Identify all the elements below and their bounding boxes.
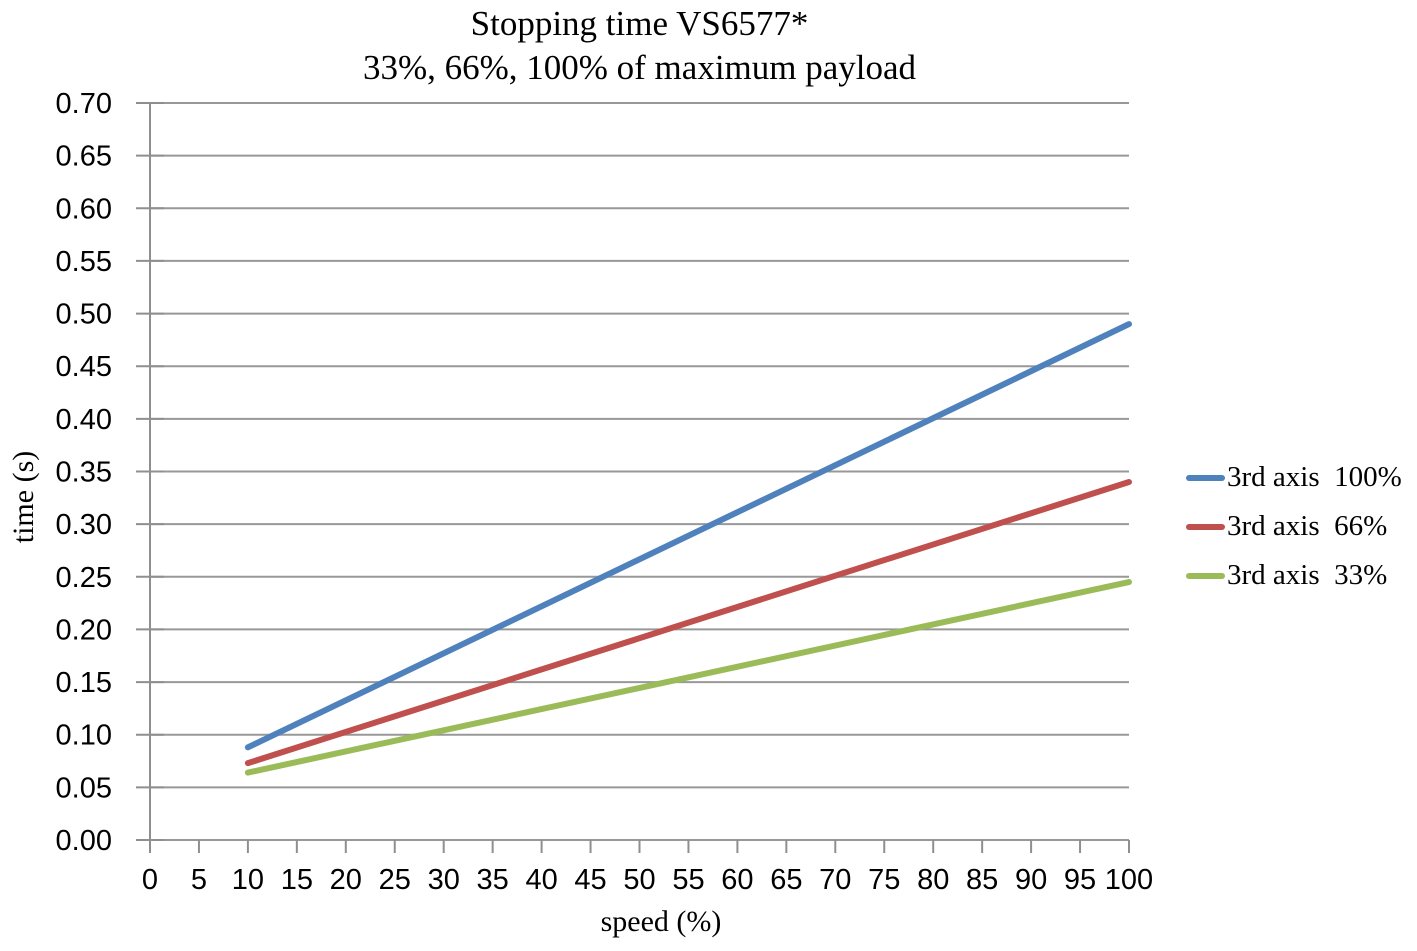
series-lines xyxy=(244,321,1132,776)
svg-text:0.65: 0.65 xyxy=(56,141,112,173)
x-axis-title: speed (%) xyxy=(600,905,722,938)
svg-text:70: 70 xyxy=(819,864,851,896)
legend-item-66: 3rd axis 66% xyxy=(1186,502,1402,551)
svg-text:0.45: 0.45 xyxy=(56,351,112,383)
svg-text:90: 90 xyxy=(1015,864,1047,896)
svg-text:75: 75 xyxy=(868,864,900,896)
svg-text:15: 15 xyxy=(281,864,313,896)
svg-text:95: 95 xyxy=(1064,864,1096,896)
series-line-0 xyxy=(244,321,1132,751)
chart-subtitle: 33%, 66%, 100% of maximum payload xyxy=(362,48,917,87)
series-line-1 xyxy=(244,479,1132,767)
svg-text:0.70: 0.70 xyxy=(56,88,112,120)
svg-text:40: 40 xyxy=(525,864,557,896)
svg-text:10: 10 xyxy=(232,864,264,896)
legend-item-33: 3rd axis 33% xyxy=(1186,551,1402,600)
svg-text:25: 25 xyxy=(379,864,411,896)
svg-text:0.25: 0.25 xyxy=(56,562,112,594)
y-axis-title: time (s) xyxy=(7,450,40,544)
svg-text:0.40: 0.40 xyxy=(56,404,112,436)
svg-text:0.00: 0.00 xyxy=(56,825,112,857)
svg-text:55: 55 xyxy=(672,864,704,896)
svg-text:85: 85 xyxy=(966,864,998,896)
y-tick-labels: 0.00 0.05 0.10 0.15 0.20 0.25 0.30 0.35 0.40 0.45… xyxy=(56,88,112,857)
legend-swatch-66-icon xyxy=(1186,523,1225,530)
legend-label-33: 3rd axis 33% xyxy=(1227,559,1388,591)
legend-label-100: 3rd axis 100% xyxy=(1227,461,1402,493)
svg-text:45: 45 xyxy=(574,864,606,896)
svg-text:50: 50 xyxy=(623,864,655,896)
svg-text:0: 0 xyxy=(142,864,158,896)
svg-text:0.20: 0.20 xyxy=(56,614,112,646)
svg-text:100: 100 xyxy=(1105,864,1153,896)
legend-label-66: 3rd axis 66% xyxy=(1227,510,1388,542)
legend-item-100: 3rd axis 100% xyxy=(1186,453,1402,502)
svg-text:0.35: 0.35 xyxy=(56,457,112,489)
chart-title: Stopping time VS6577* xyxy=(470,4,809,43)
series-line-2 xyxy=(244,579,1132,776)
svg-text:0.05: 0.05 xyxy=(56,772,112,804)
svg-text:80: 80 xyxy=(917,864,949,896)
legend-swatch-100-icon xyxy=(1186,474,1225,481)
svg-text:0.15: 0.15 xyxy=(56,667,112,699)
svg-text:0.10: 0.10 xyxy=(56,720,112,752)
x-tick-labels: 0 5 10 15 20 25 30 35 40 45 50 55 60 65 70 75 80 85 90 95 10… xyxy=(142,864,1153,896)
legend: 3rd axis 100% 3rd axis 66% 3rd axis 33% xyxy=(1186,453,1402,600)
svg-text:30: 30 xyxy=(428,864,460,896)
svg-text:0.55: 0.55 xyxy=(56,246,112,278)
svg-text:35: 35 xyxy=(477,864,509,896)
svg-text:0.30: 0.30 xyxy=(56,509,112,541)
tick-marks xyxy=(136,102,1130,853)
legend-swatch-33-icon xyxy=(1186,572,1225,579)
svg-text:5: 5 xyxy=(191,864,207,896)
svg-text:0.60: 0.60 xyxy=(56,193,112,225)
svg-text:20: 20 xyxy=(330,864,362,896)
svg-text:0.50: 0.50 xyxy=(56,299,112,331)
gridlines xyxy=(150,102,1129,841)
svg-text:65: 65 xyxy=(770,864,802,896)
svg-text:60: 60 xyxy=(721,864,753,896)
